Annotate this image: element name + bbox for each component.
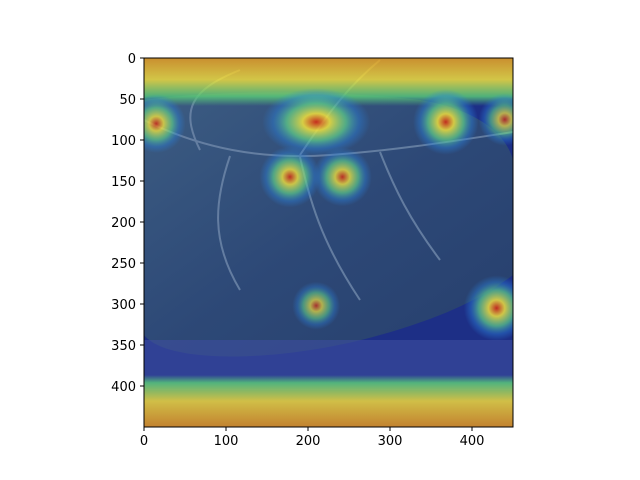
y-tick-label: 250: [111, 257, 136, 272]
y-tick-label: 300: [111, 298, 136, 313]
x-tick-label: 200: [296, 434, 321, 449]
hotspot: [259, 146, 321, 208]
hotspot-layer: [144, 88, 513, 341]
hotspot: [313, 147, 372, 207]
hotspot: [463, 275, 513, 341]
y-tick-label: 350: [111, 339, 136, 354]
x-tick-label: 300: [378, 434, 403, 449]
y-tick-label: 150: [111, 175, 136, 190]
hotspot: [292, 281, 341, 330]
y-axis: 0 50 100 150 200 250 300 350 400: [111, 52, 144, 395]
plot-frame: [143, 57, 514, 428]
y-tick-label: 400: [111, 380, 136, 395]
y-tick-label: 0: [128, 52, 136, 67]
x-tick-label: 400: [460, 434, 485, 449]
x-tick-label: 0: [140, 434, 148, 449]
x-tick-label: 100: [214, 434, 239, 449]
hotspot: [413, 89, 479, 155]
heatmap-image: [144, 58, 513, 427]
y-tick-label: 100: [111, 134, 136, 149]
hotspot: [144, 94, 186, 153]
y-tick-label: 200: [111, 216, 136, 231]
x-axis: 0 100 200 300 400: [140, 427, 485, 449]
y-tick-label: 50: [119, 93, 136, 108]
leaf-shape: [144, 92, 513, 357]
hotspot: [478, 93, 513, 146]
hotspot: [262, 88, 371, 156]
bottom-heat-band: [144, 375, 513, 427]
